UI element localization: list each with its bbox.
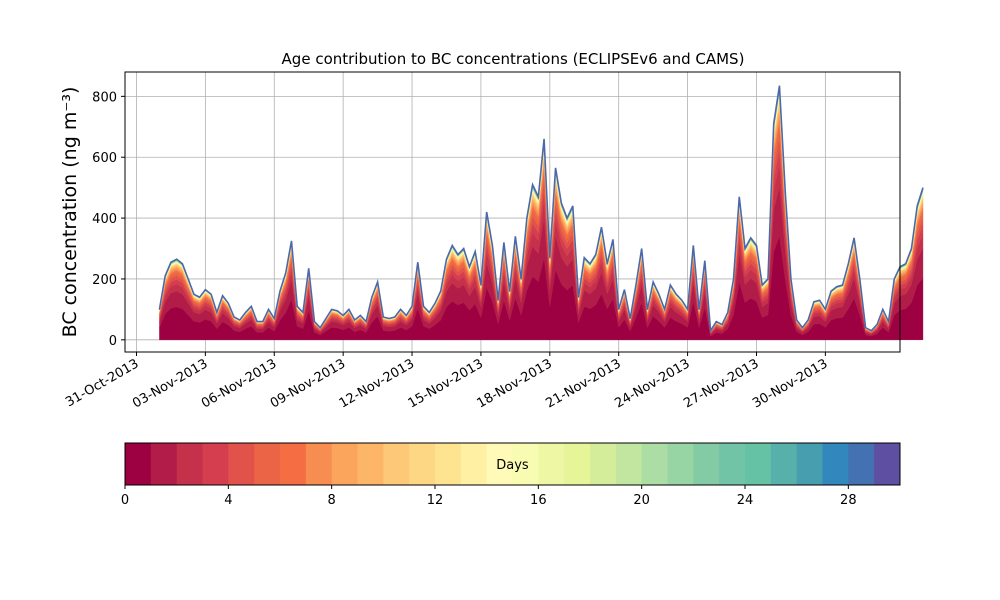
colorbar-swatch-8 bbox=[331, 443, 358, 485]
colorbar-frame bbox=[124, 442, 901, 486]
colorbar-swatch-15 bbox=[512, 443, 539, 485]
colorbar-swatch-29 bbox=[874, 443, 901, 485]
colorbar-swatch-16 bbox=[538, 443, 565, 485]
colorbar-swatch-7 bbox=[305, 443, 333, 485]
y-tick-label: 0 bbox=[109, 334, 117, 349]
colorbar-tick-label: 0 bbox=[121, 493, 129, 508]
colorbar-swatch-18 bbox=[590, 443, 617, 485]
colorbar-tick-label: 8 bbox=[328, 493, 336, 508]
colorbar-swatch-3 bbox=[202, 443, 229, 485]
colorbar: 0 4 8 12 16 20 24 28 Days bbox=[121, 442, 901, 508]
y-tick-label: 600 bbox=[92, 151, 117, 166]
colorbar-swatch-23 bbox=[719, 443, 746, 485]
y-tick-label: 800 bbox=[92, 90, 117, 105]
colorbar-swatch-22 bbox=[693, 443, 720, 485]
colorbar-tick-label: 4 bbox=[224, 493, 232, 508]
y-axis-label: BC concentration (ng m⁻³) bbox=[59, 87, 81, 338]
y-tick-label: 200 bbox=[92, 273, 117, 288]
colorbar-swatch-21 bbox=[667, 443, 694, 485]
colorbar-swatch-2 bbox=[176, 443, 203, 485]
colorbar-swatch-9 bbox=[357, 443, 384, 485]
colorbar-swatch-26 bbox=[796, 443, 823, 485]
colorbar-swatch-20 bbox=[641, 443, 668, 485]
total-concentration-line bbox=[158, 85, 924, 334]
colorbar-swatch-0 bbox=[125, 443, 152, 485]
colorbar-swatch-28 bbox=[848, 443, 875, 485]
axes-frame bbox=[124, 71, 901, 353]
colorbar-tick-label: 24 bbox=[737, 493, 754, 508]
colorbar-swatch-1 bbox=[150, 443, 178, 485]
colorbar-label: Days bbox=[496, 458, 529, 473]
chart-title: Age contribution to BC concentrations (E… bbox=[282, 50, 745, 68]
colorbar-swatch-25 bbox=[770, 443, 798, 485]
colorbar-swatch-27 bbox=[822, 443, 849, 485]
colorbar-swatch-4 bbox=[228, 443, 255, 485]
colorbar-swatch-24 bbox=[745, 443, 772, 485]
colorbar-tick-label: 16 bbox=[530, 493, 547, 508]
colorbar-tick-label: 20 bbox=[633, 493, 650, 508]
y-tick-label: 400 bbox=[92, 212, 117, 227]
colorbar-swatch-5 bbox=[254, 443, 281, 485]
colorbar-swatch-12 bbox=[435, 443, 462, 485]
colorbar-swatch-6 bbox=[280, 443, 307, 485]
colorbar-swatch-19 bbox=[615, 443, 643, 485]
colorbar-swatch-14 bbox=[486, 443, 513, 485]
colorbar-swatch-10 bbox=[383, 443, 410, 485]
colorbar-tick-label: 12 bbox=[427, 493, 444, 508]
colorbar-swatch-11 bbox=[409, 443, 436, 485]
colorbar-tick-label: 28 bbox=[840, 493, 857, 508]
colorbar-swatch-17 bbox=[564, 443, 591, 485]
colorbar-swatch-13 bbox=[460, 443, 488, 485]
